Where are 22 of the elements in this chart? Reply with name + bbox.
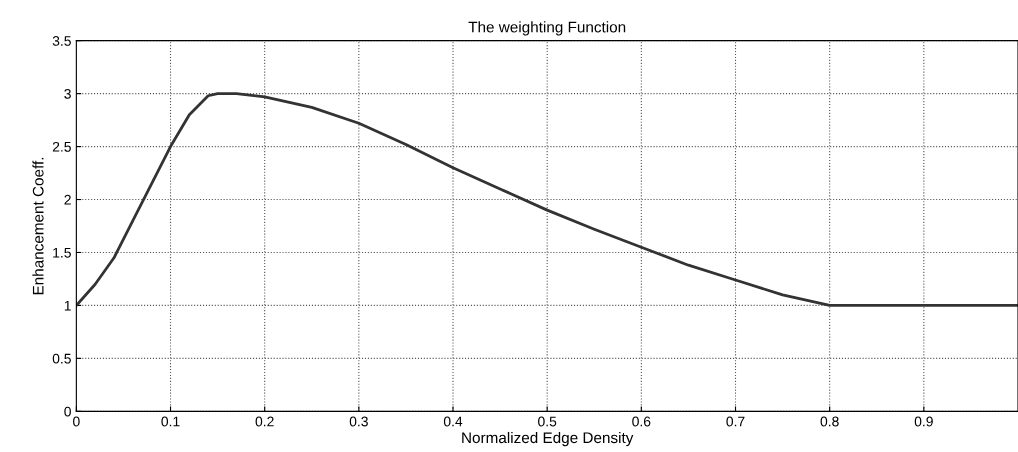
y-tick-label: 0 bbox=[64, 406, 71, 417]
y-tick-label: 1.5 bbox=[53, 247, 71, 258]
x-tick-label: 0.8 bbox=[820, 416, 839, 427]
x-tick-label: 0.5 bbox=[538, 416, 557, 427]
x-tick-label: 0.1 bbox=[161, 416, 180, 427]
x-tick-label: 0.9 bbox=[914, 416, 933, 427]
x-tick-label: 0.7 bbox=[726, 416, 745, 427]
y-tick-label: 2.5 bbox=[52, 141, 71, 152]
line-series bbox=[76, 92, 1018, 307]
x-tick-label: 0.4 bbox=[443, 416, 463, 427]
x-tick-label: 0 bbox=[73, 416, 80, 427]
x-tick-label: 0.3 bbox=[349, 416, 368, 427]
chart-title: The weighting Function bbox=[468, 21, 626, 36]
y-axis-title: Enhancement Coeff. bbox=[32, 157, 44, 295]
y-tick-label: 0.5 bbox=[52, 353, 71, 364]
x-axis-title: Normalized Edge Density bbox=[462, 431, 634, 447]
x-tick-label: 0.6 bbox=[632, 416, 651, 427]
y-tick-label: 3.5 bbox=[52, 36, 71, 46]
y-tick-label: 3 bbox=[64, 88, 71, 99]
y-tick-label: 1 bbox=[64, 300, 71, 311]
x-tick-label: 0.2 bbox=[255, 416, 274, 427]
y-tick-label: 2 bbox=[64, 194, 71, 205]
